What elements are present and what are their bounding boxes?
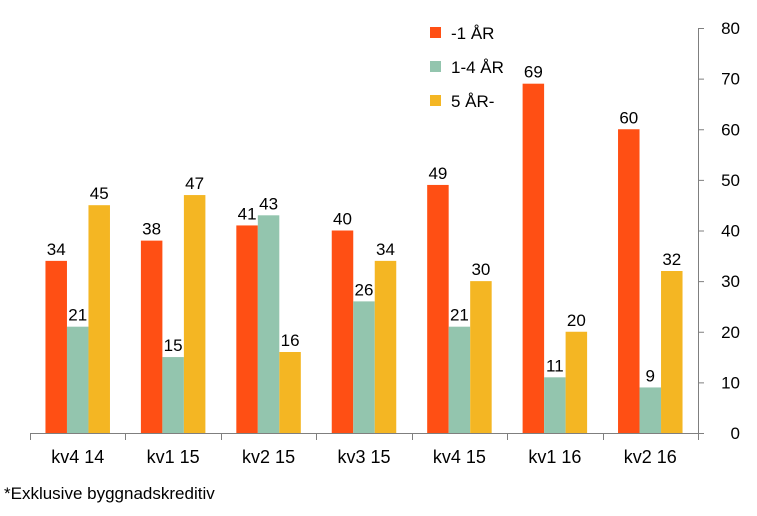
y-tick-label: 80 bbox=[721, 19, 740, 38]
bar bbox=[353, 301, 375, 433]
bar bbox=[374, 260, 397, 433]
x-tick-label: kv4 15 bbox=[433, 447, 486, 467]
bar bbox=[522, 83, 545, 433]
legend-swatch bbox=[430, 27, 441, 38]
y-tick-label: 0 bbox=[731, 424, 740, 443]
legend-swatch bbox=[430, 95, 441, 106]
data-label: 45 bbox=[90, 184, 109, 203]
y-tick-label: 10 bbox=[721, 373, 740, 392]
legend-label: 1-4 ÅR bbox=[451, 58, 504, 77]
bar bbox=[257, 215, 280, 433]
data-label: 34 bbox=[376, 240, 395, 259]
data-label: 34 bbox=[47, 240, 66, 259]
bar bbox=[45, 260, 67, 433]
bar bbox=[162, 357, 184, 433]
chart-axes: 0 10 20 30 40 50 60 70 80 kv4 14 kv1 15 kv2 15 kv3 1… bbox=[30, 19, 740, 467]
bar bbox=[448, 326, 471, 433]
bar bbox=[427, 184, 449, 433]
y-tick-label: 20 bbox=[721, 323, 740, 342]
x-tick-label: kv4 14 bbox=[51, 447, 104, 467]
data-label: 30 bbox=[471, 260, 490, 279]
x-tick-label: kv3 15 bbox=[337, 447, 390, 467]
data-label: 69 bbox=[524, 63, 543, 82]
data-label: 11 bbox=[546, 356, 564, 375]
bar bbox=[66, 326, 89, 433]
data-label: 26 bbox=[355, 280, 374, 299]
legend-swatch bbox=[430, 61, 441, 72]
footnote: *Exklusive byggnadskreditiv bbox=[4, 484, 215, 503]
y-tick-label: 60 bbox=[721, 120, 740, 139]
y-tick-label: 70 bbox=[721, 70, 740, 89]
data-label: 21 bbox=[68, 306, 87, 325]
data-label: 43 bbox=[259, 194, 278, 213]
bar bbox=[661, 271, 683, 433]
x-tick-label: kv2 16 bbox=[624, 447, 677, 467]
bar bbox=[331, 230, 354, 433]
bar bbox=[618, 129, 640, 433]
data-label: 47 bbox=[185, 174, 204, 193]
chart-bars: 34 38 41 40 49 69 60 21 15 43 26 21 11 9 45 47 16 34 30 20 3… bbox=[45, 63, 683, 433]
x-tick-label: kv1 16 bbox=[528, 447, 581, 467]
data-label: 20 bbox=[567, 311, 586, 330]
x-tick-label: kv1 15 bbox=[147, 447, 200, 467]
x-tick-label: kv2 15 bbox=[242, 447, 295, 467]
bar bbox=[183, 195, 206, 433]
data-label: 15 bbox=[164, 336, 183, 355]
legend-label: 5 ÅR- bbox=[451, 92, 494, 111]
y-tick-label: 50 bbox=[721, 171, 740, 190]
data-label: 32 bbox=[662, 250, 681, 269]
data-label: 60 bbox=[619, 108, 638, 127]
y-tick-label: 30 bbox=[721, 272, 740, 291]
data-label: 41 bbox=[238, 204, 257, 223]
bar bbox=[470, 281, 492, 433]
data-label: 49 bbox=[428, 164, 447, 183]
y-tick-label: 40 bbox=[721, 222, 740, 241]
data-label: 16 bbox=[281, 331, 300, 350]
bar bbox=[279, 352, 301, 433]
data-label: 9 bbox=[646, 366, 655, 385]
data-label: 38 bbox=[142, 220, 161, 239]
data-label: 40 bbox=[333, 210, 352, 229]
bar bbox=[565, 331, 588, 433]
legend-label: -1 ÅR bbox=[451, 24, 494, 43]
bar bbox=[236, 225, 258, 433]
bar bbox=[639, 387, 662, 433]
bar bbox=[544, 377, 566, 433]
data-label: 21 bbox=[450, 306, 469, 325]
bar bbox=[88, 205, 110, 433]
bar bbox=[140, 240, 163, 433]
chart-legend: -1 ÅR 1-4 ÅR 5 ÅR- bbox=[430, 24, 504, 111]
